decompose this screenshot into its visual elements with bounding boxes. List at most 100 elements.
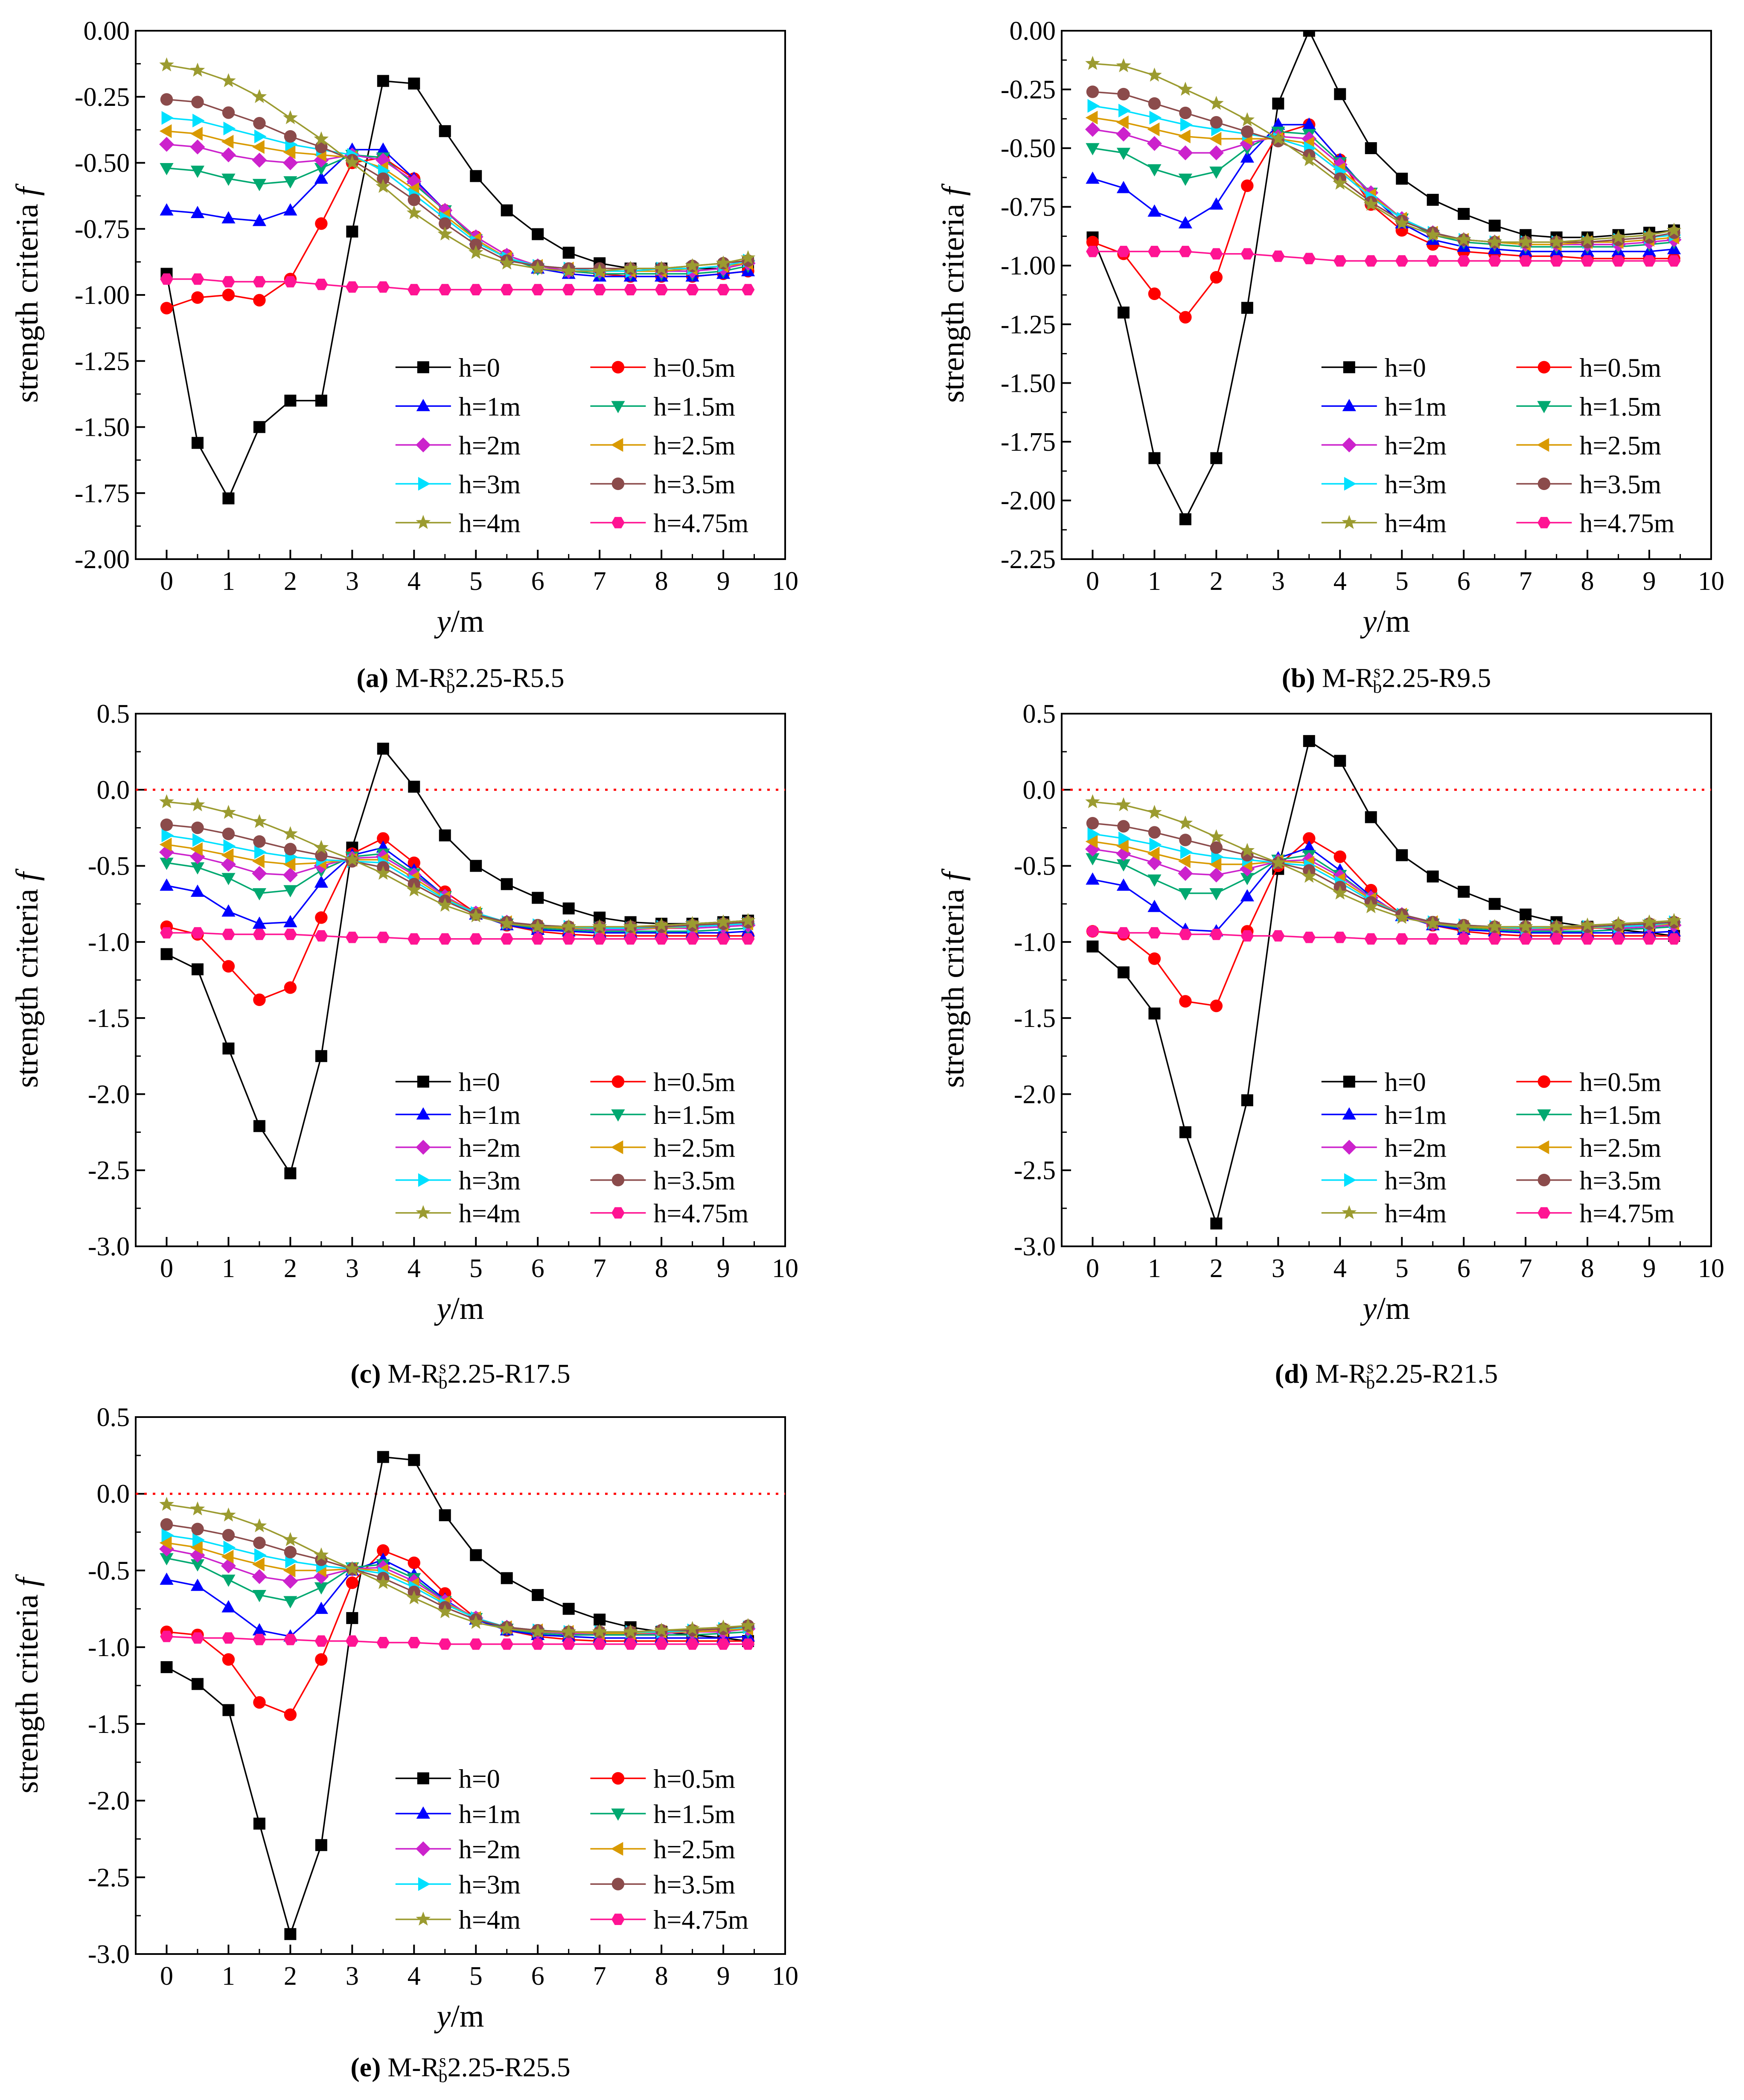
- legend-label: h=2.5m: [1579, 431, 1661, 460]
- y-tick-label: 0.5: [97, 1403, 130, 1432]
- legend-marker-h=3m: [1344, 477, 1357, 491]
- data-point-h=3.5m: [284, 843, 297, 856]
- chart-svg-c: 0 1 2 3 4 5 6 7 8 9 10 0.5 0.0 -0.5 -1.0 -1.5 -2.0 -2.5 -3…: [10, 700, 798, 1326]
- data-point-h=0: [191, 1678, 204, 1690]
- data-point-h=3m: [223, 121, 236, 136]
- data-point-h=4.75m: [1240, 930, 1254, 942]
- data-point-h=1m: [314, 1601, 328, 1614]
- x-tick-label: 3: [346, 1962, 359, 1991]
- caption-superscript: s: [439, 1358, 446, 1377]
- data-point-h=0: [439, 125, 451, 137]
- data-point-h=0: [346, 225, 358, 238]
- data-point-h=1m: [190, 1578, 205, 1591]
- chart-svg-a: 0 1 2 3 4 5 6 7 8 9 10 0.00 -0.25 -0.50 -0.75 -1.00 -1.2…: [10, 17, 798, 639]
- data-point-h=1.5m: [314, 1582, 328, 1595]
- data-point-h=1.5m: [252, 179, 267, 191]
- data-point-h=0: [408, 1454, 420, 1466]
- data-point-h=2m: [1147, 855, 1162, 870]
- data-point-h=0: [1427, 870, 1439, 883]
- series-line-h=2.5m: [1092, 840, 1674, 929]
- data-point-h=4m: [1518, 919, 1533, 933]
- data-point-h=2.5m: [221, 1549, 234, 1564]
- x-tick-label: 1: [222, 1254, 235, 1283]
- legend-label: h=1.5m: [1579, 1101, 1661, 1130]
- data-point-h=3m: [1149, 837, 1162, 852]
- data-point-h=3m: [223, 839, 236, 853]
- data-point-h=1m: [221, 1600, 236, 1613]
- data-point-h=1m: [1086, 171, 1100, 184]
- data-point-h=4m: [1487, 234, 1502, 248]
- x-tick-label: 9: [1643, 567, 1656, 596]
- data-point-h=1.5m: [1086, 143, 1100, 155]
- data-point-h=1m: [376, 142, 390, 155]
- data-point-h=1m: [190, 206, 205, 219]
- data-point-h=4m: [1611, 230, 1626, 244]
- legend-label: h=3.5m: [653, 470, 735, 499]
- data-point-h=4m: [716, 914, 731, 929]
- data-point-h=4.75m: [716, 933, 730, 945]
- data-point-h=4m: [1301, 152, 1317, 166]
- data-point-h=4m: [1363, 899, 1379, 913]
- caption-superscript: s: [1373, 662, 1381, 682]
- data-point-h=4m: [1271, 131, 1286, 145]
- data-point-h=2.5m: [159, 837, 172, 852]
- data-point-h=4.75m: [1364, 255, 1378, 267]
- data-point-h=3.5m: [222, 827, 235, 840]
- x-tick-label: 9: [717, 1254, 730, 1283]
- legend-label: h=0: [1385, 1068, 1426, 1097]
- data-point-h=4.75m: [376, 281, 390, 293]
- data-point-h=1m: [1240, 889, 1254, 901]
- data-point-h=4m: [530, 1624, 545, 1638]
- data-point-h=0: [1272, 97, 1284, 110]
- legend-marker-h=2.5m: [611, 1842, 623, 1856]
- data-point-h=2.5m: [1085, 834, 1098, 849]
- legend-label: h=0.5m: [1579, 353, 1661, 382]
- data-point-h=0: [377, 1451, 389, 1463]
- data-point-h=4m: [221, 73, 236, 88]
- x-tick-label: 6: [531, 1254, 544, 1283]
- data-point-h=4.75m: [1519, 255, 1532, 267]
- data-point-h=2m: [1178, 145, 1193, 160]
- data-point-h=4.75m: [531, 933, 544, 945]
- legend-label: h=4.75m: [653, 1906, 748, 1935]
- legend-label: h=0.5m: [653, 353, 735, 382]
- data-point-h=0: [594, 911, 606, 924]
- y-tick-label: -3.0: [1014, 1232, 1056, 1261]
- data-point-h=0.5m: [1086, 236, 1099, 248]
- legend-marker-h=3.5m: [1537, 477, 1551, 490]
- legend-marker-h=1m: [1342, 399, 1356, 411]
- legend-marker-h=1m: [1342, 1107, 1356, 1120]
- chart-panel-c: 0 1 2 3 4 5 6 7 8 9 10 0.5 0.0 -0.5 -1.0 -1.5 -2.0 -2.5 -3…: [0, 700, 896, 1400]
- data-point-h=0: [562, 1603, 575, 1615]
- legend-label: h=0: [459, 1765, 500, 1794]
- x-tick-label: 8: [1581, 1254, 1594, 1283]
- data-point-h=4m: [1209, 96, 1224, 110]
- data-point-h=4m: [740, 250, 756, 265]
- legend-marker-h=2m: [416, 437, 431, 452]
- legend-marker-h=4.75m: [611, 1207, 625, 1219]
- data-point-h=3m: [1118, 831, 1131, 846]
- data-point-h=4.75m: [1457, 933, 1470, 945]
- data-point-h=0: [315, 394, 327, 407]
- data-point-h=4.75m: [160, 273, 173, 285]
- data-point-h=4m: [1425, 227, 1440, 242]
- data-point-h=4m: [623, 919, 638, 933]
- data-point-h=4m: [1394, 910, 1409, 924]
- legend-marker-h=3.5m: [1537, 1174, 1551, 1187]
- data-point-h=3m: [223, 1540, 236, 1555]
- data-point-h=4m: [437, 1604, 453, 1619]
- caption-text-suffix: 2.25-R25.5: [447, 2052, 571, 2082]
- y-axis-label: strength criteria f: [10, 183, 45, 403]
- data-point-h=0: [1086, 940, 1099, 953]
- data-point-h=0: [1303, 31, 1315, 37]
- data-point-h=0.5m: [1148, 287, 1161, 300]
- legend-marker-h=3m: [418, 1877, 431, 1891]
- data-point-h=1m: [283, 203, 297, 216]
- legend-marker-h=2m: [416, 1841, 431, 1857]
- data-point-h=4m: [314, 1547, 329, 1562]
- data-point-h=0: [1210, 1217, 1223, 1230]
- data-point-h=2.5m: [252, 140, 265, 154]
- data-point-h=4.75m: [655, 1638, 668, 1650]
- data-point-h=4.75m: [345, 1635, 359, 1647]
- data-point-h=4.75m: [407, 933, 421, 945]
